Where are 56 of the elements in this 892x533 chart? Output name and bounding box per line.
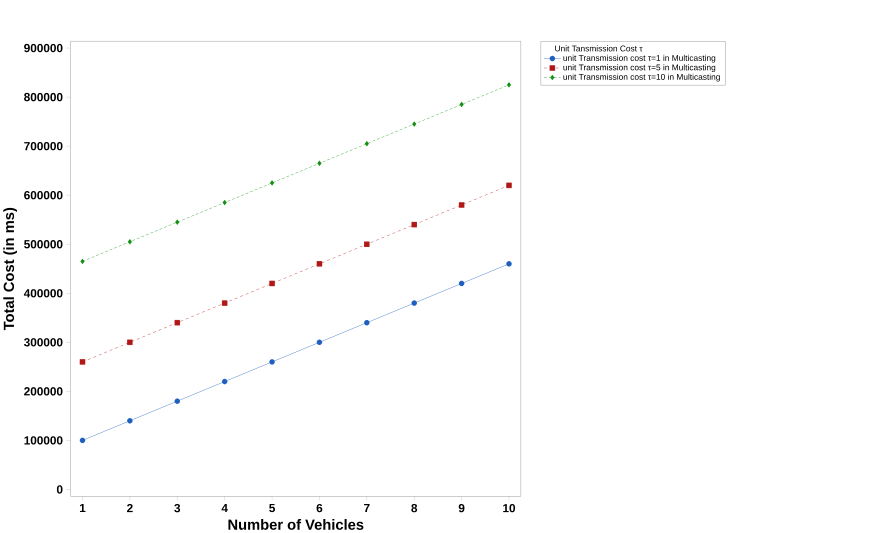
x-tick-label: 3 <box>174 504 180 512</box>
point <box>506 82 512 88</box>
point <box>222 200 227 206</box>
point <box>174 320 180 326</box>
point <box>317 160 322 166</box>
x-axis-title: Number of Vehicles <box>228 518 364 530</box>
x-tick-label: 1 <box>80 504 86 512</box>
y-tick-label: 0 <box>56 485 63 494</box>
y-tick-label: 800000 <box>24 92 63 102</box>
point <box>460 102 464 108</box>
y-tick-label: 500000 <box>24 240 63 248</box>
point <box>80 438 86 444</box>
point <box>222 378 228 384</box>
x-tick-label: 6 <box>316 504 322 512</box>
point <box>458 202 464 208</box>
point <box>175 219 180 225</box>
point <box>174 398 180 404</box>
point <box>411 300 417 306</box>
point <box>412 121 416 127</box>
point <box>127 340 133 346</box>
point <box>270 180 274 186</box>
point <box>364 241 370 247</box>
y-tick-label: 600000 <box>24 190 63 200</box>
point <box>458 280 464 286</box>
point <box>364 140 369 146</box>
x-tick-label: 2 <box>127 504 133 512</box>
legend-label: unit Transmission cost τ=1 in Multicasting <box>563 54 716 62</box>
y-tick-label: 700000 <box>24 142 63 150</box>
legend-label: unit Transmission cost τ=10 in Multicasting <box>563 74 720 82</box>
y-tick-label: 200000 <box>24 387 63 396</box>
x-tick-label: 5 <box>269 504 275 512</box>
y-axis-title: Total Cost (in ms) <box>3 208 17 330</box>
x-tick-label: 7 <box>364 504 370 512</box>
y-tick-label: 300000 <box>24 338 63 346</box>
point <box>411 222 417 228</box>
point <box>316 261 322 267</box>
point <box>80 258 85 264</box>
x-tick-label: 10 <box>503 504 516 512</box>
legend-title: Unit Tansmission Cost τ <box>555 45 643 52</box>
x-tick-label: 9 <box>458 504 464 512</box>
y-tick-label: 900000 <box>24 44 63 52</box>
point <box>269 359 275 365</box>
point <box>316 340 322 346</box>
y-tick-label: 100000 <box>24 436 63 445</box>
point <box>128 238 132 244</box>
point <box>364 320 370 326</box>
point <box>127 418 133 424</box>
point <box>80 359 86 365</box>
y-tick-label: 400000 <box>24 289 63 298</box>
point <box>506 261 512 267</box>
x-tick-label: 8 <box>411 504 418 512</box>
point <box>506 182 512 188</box>
legend-label: unit Transmission cost τ=5 in Multicasting <box>563 64 716 72</box>
point <box>269 280 275 286</box>
point <box>222 300 228 306</box>
x-tick-label: 4 <box>222 504 228 512</box>
